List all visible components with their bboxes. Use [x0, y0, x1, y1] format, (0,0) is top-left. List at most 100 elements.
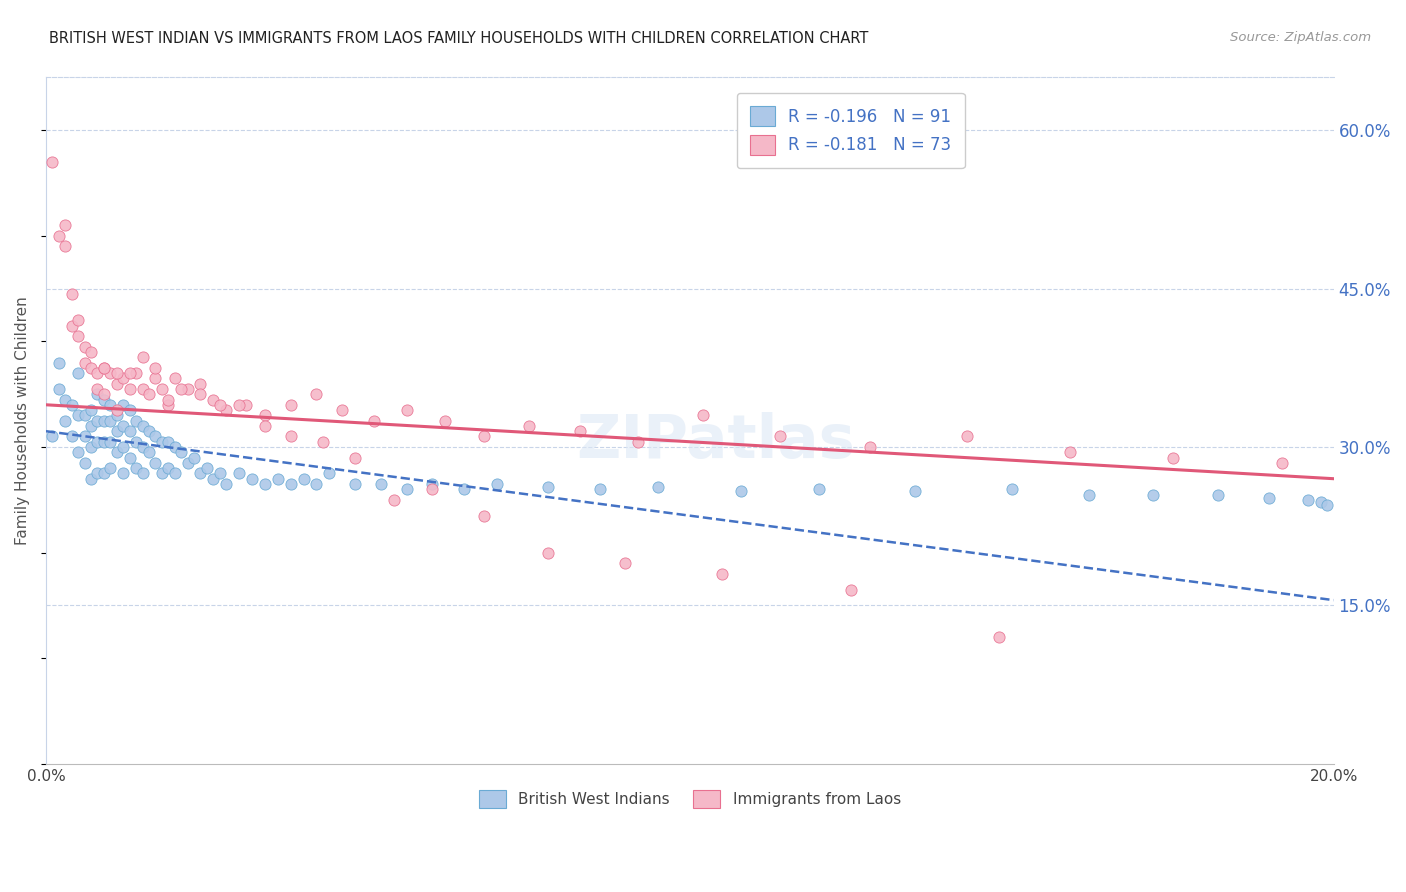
Point	[118, 450, 141, 465]
Point	[138, 387, 160, 401]
Point	[80, 403, 103, 417]
Text: BRITISH WEST INDIAN VS IMMIGRANTS FROM LAOS FAMILY HOUSEHOLDS WITH CHILDREN CORR: BRITISH WEST INDIAN VS IMMIGRANTS FROM L…	[49, 31, 869, 46]
Point	[157, 461, 180, 475]
Point	[305, 387, 328, 401]
Point	[98, 398, 121, 412]
Point	[904, 484, 927, 499]
Point	[1142, 487, 1164, 501]
Point	[363, 414, 385, 428]
Point	[537, 546, 560, 560]
Point	[131, 467, 153, 481]
Point	[125, 366, 148, 380]
Point	[60, 398, 83, 412]
Point	[67, 329, 90, 343]
Point	[170, 445, 193, 459]
Point	[537, 480, 560, 494]
Point	[131, 440, 153, 454]
Point	[472, 508, 495, 523]
Point	[73, 456, 96, 470]
Point	[86, 382, 108, 396]
Point	[280, 477, 302, 491]
Point	[93, 414, 115, 428]
Text: ZIPatlas: ZIPatlas	[576, 412, 855, 471]
Point	[190, 376, 212, 391]
Point	[305, 477, 328, 491]
Point	[370, 477, 392, 491]
Point	[240, 472, 263, 486]
Point	[67, 313, 90, 327]
Point	[292, 472, 315, 486]
Point	[131, 418, 153, 433]
Point	[343, 450, 366, 465]
Point	[163, 371, 186, 385]
Point	[125, 461, 148, 475]
Point	[235, 398, 257, 412]
Point	[163, 440, 186, 454]
Point	[627, 434, 650, 449]
Point	[711, 566, 734, 581]
Point	[434, 414, 457, 428]
Point	[157, 398, 180, 412]
Point	[163, 467, 186, 481]
Point	[190, 387, 212, 401]
Point	[420, 483, 443, 497]
Point	[202, 472, 225, 486]
Point	[1059, 445, 1081, 459]
Point	[118, 424, 141, 438]
Point	[98, 414, 121, 428]
Point	[105, 445, 128, 459]
Point	[145, 360, 167, 375]
Text: Source: ZipAtlas.com: Source: ZipAtlas.com	[1230, 31, 1371, 45]
Point	[1309, 495, 1331, 509]
Point	[145, 429, 167, 443]
Point	[1161, 450, 1184, 465]
Point	[118, 403, 141, 417]
Point	[53, 414, 76, 428]
Point	[1258, 491, 1281, 505]
Point	[195, 461, 218, 475]
Point	[138, 424, 160, 438]
Point	[86, 366, 108, 380]
Legend: British West Indians, Immigrants from Laos: British West Indians, Immigrants from La…	[472, 784, 907, 814]
Point	[105, 366, 128, 380]
Point	[93, 467, 115, 481]
Point	[395, 403, 418, 417]
Point	[112, 440, 135, 454]
Point	[73, 355, 96, 369]
Point	[112, 467, 135, 481]
Point	[125, 434, 148, 449]
Point	[60, 318, 83, 333]
Point	[67, 445, 90, 459]
Point	[105, 424, 128, 438]
Point	[125, 414, 148, 428]
Point	[183, 450, 205, 465]
Point	[485, 477, 508, 491]
Point	[1296, 492, 1319, 507]
Point	[138, 445, 160, 459]
Point	[73, 340, 96, 354]
Point	[105, 376, 128, 391]
Point	[98, 461, 121, 475]
Point	[807, 483, 830, 497]
Point	[280, 398, 302, 412]
Point	[112, 371, 135, 385]
Point	[98, 366, 121, 380]
Point	[157, 434, 180, 449]
Point	[312, 434, 335, 449]
Point	[730, 484, 752, 499]
Point	[208, 398, 231, 412]
Point	[80, 472, 103, 486]
Point	[614, 556, 637, 570]
Point	[859, 440, 882, 454]
Point	[93, 360, 115, 375]
Point	[118, 382, 141, 396]
Point	[53, 392, 76, 407]
Point	[150, 382, 173, 396]
Point	[93, 360, 115, 375]
Point	[48, 355, 70, 369]
Point	[80, 418, 103, 433]
Point	[420, 477, 443, 491]
Point	[48, 228, 70, 243]
Point	[157, 392, 180, 407]
Point	[150, 434, 173, 449]
